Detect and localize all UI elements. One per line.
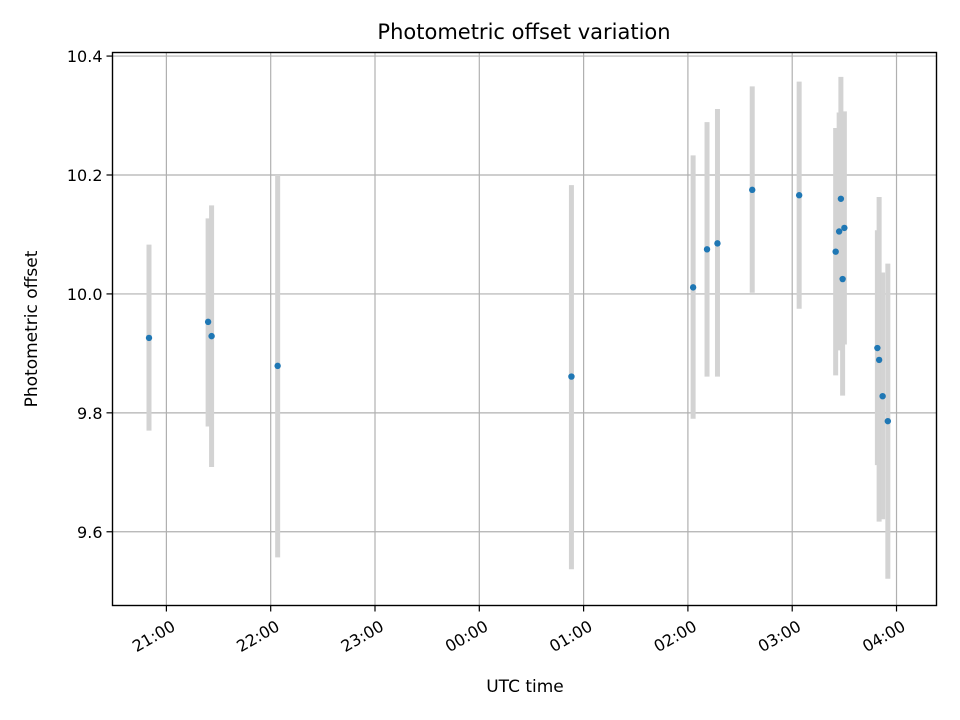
y-axis: 9.6 9.8 10.0 10.2 10.4 [67, 47, 113, 542]
data-point [749, 186, 756, 194]
x-axis-label: UTC time [486, 677, 564, 697]
y-tick-label: 9.8 [77, 404, 102, 423]
data-point [689, 284, 697, 291]
data-point [875, 356, 883, 364]
y-tick-label: 9.6 [77, 523, 102, 542]
data-point [839, 275, 846, 283]
data-point [274, 362, 281, 370]
data-point [874, 344, 881, 352]
data-point [841, 224, 848, 232]
y-tick-label: 10.2 [67, 166, 103, 185]
data-point [879, 392, 886, 400]
grid [112, 52, 937, 606]
y-tick-label: 10.0 [67, 285, 103, 304]
data-point [884, 417, 892, 425]
data-point [208, 332, 215, 340]
y-tick-label: 10.4 [67, 47, 103, 66]
data-points [145, 186, 892, 425]
data-point [568, 373, 575, 380]
data-point [145, 334, 153, 342]
plot-frame [111, 51, 938, 607]
chart-title: Photometric offset variation [377, 20, 670, 44]
data-point [714, 240, 721, 247]
y-axis-label: Photometric offset [22, 250, 42, 407]
data-point [832, 248, 839, 255]
data-point [795, 192, 803, 199]
data-point [835, 228, 843, 235]
data-point [204, 318, 212, 326]
data-point [837, 195, 845, 202]
data-point [703, 246, 711, 253]
